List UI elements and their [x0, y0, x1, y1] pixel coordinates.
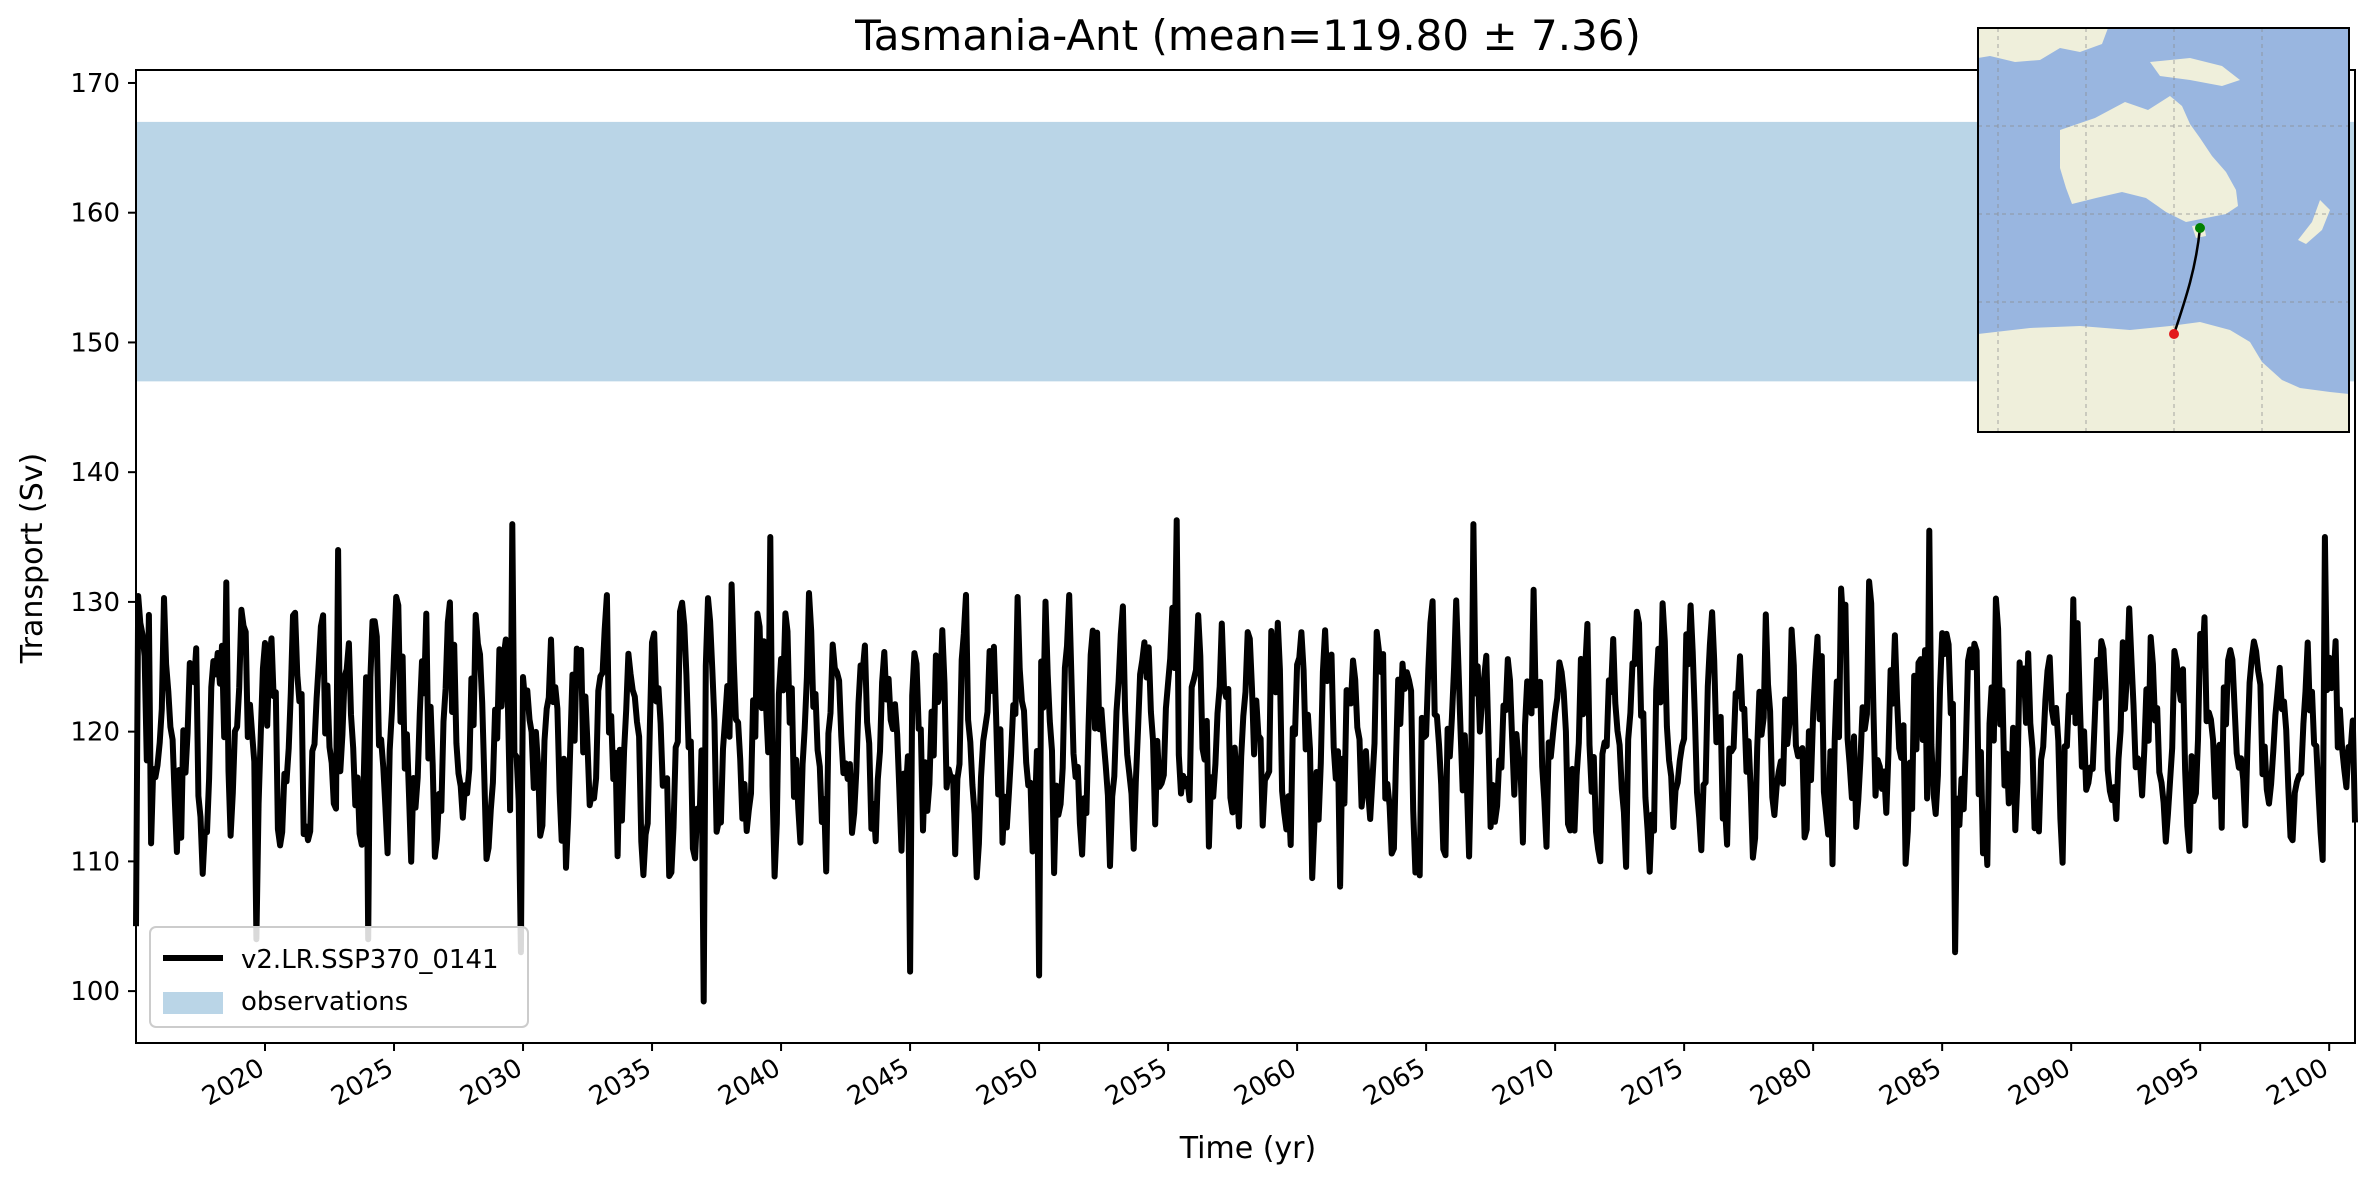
- y-axis-label: Transport (Sv): [15, 453, 50, 665]
- y-tick-label: 140: [70, 458, 120, 488]
- inset-map: [1977, 27, 2350, 433]
- x-tick-label: 2085: [1874, 1053, 1946, 1112]
- legend-label-series: v2.LR.SSP370_0141: [241, 945, 499, 975]
- x-tick-label: 2025: [326, 1053, 398, 1112]
- x-tick-label: 2070: [1487, 1053, 1559, 1112]
- legend: v2.LR.SSP370_0141 observations: [149, 926, 529, 1028]
- y-tick-label: 120: [70, 718, 120, 748]
- x-tick-label: 2020: [197, 1053, 269, 1112]
- map-transect-line: [2172, 227, 2202, 335]
- x-tick-label: 2030: [455, 1053, 527, 1112]
- x-tick-label: 2065: [1358, 1053, 1430, 1112]
- legend-label-observations: observations: [241, 987, 408, 1017]
- map-start-marker: [2195, 223, 2205, 233]
- x-tick-label: 2090: [2003, 1053, 2075, 1112]
- x-tick-label: 2100: [2261, 1053, 2333, 1112]
- transport-series-line: [133, 517, 2358, 1005]
- x-tick-label: 2075: [1616, 1053, 1688, 1112]
- legend-box: [149, 926, 529, 1028]
- x-tick-label: 2045: [842, 1053, 914, 1112]
- x-tick-label: 2060: [1229, 1053, 1301, 1112]
- y-tick-label: 130: [70, 588, 120, 618]
- map-land-australia: [2060, 96, 2238, 222]
- map-end-marker: [2169, 329, 2179, 339]
- axes-frame: [135, 69, 2356, 1044]
- chart-title: Tasmania-Ant (mean=119.80 ± 7.36): [854, 11, 1641, 60]
- x-tick-label: 2050: [971, 1053, 1043, 1112]
- x-tick-label: 2040: [713, 1053, 785, 1112]
- x-tick-label: 2095: [2132, 1053, 2204, 1112]
- map-gridlines: [1978, 28, 2349, 432]
- x-axis-label: Time (yr): [1179, 1131, 1316, 1166]
- map-land-new-guinea: [2150, 58, 2240, 86]
- y-tick-label: 150: [70, 328, 120, 358]
- y-tick-label: 170: [70, 69, 120, 99]
- y-tick-label: 110: [70, 847, 120, 877]
- map-land-new-zealand: [2298, 200, 2330, 244]
- x-tick-label: 2080: [1745, 1053, 1817, 1112]
- y-tick-label: 160: [70, 199, 120, 229]
- legend-patch-swatch: [163, 992, 223, 1014]
- map-frame: [1977, 27, 2350, 433]
- y-tick-label: 100: [70, 977, 120, 1007]
- map-land-antarctica: [1978, 322, 2349, 432]
- x-tick-label: 2055: [1100, 1053, 1172, 1112]
- x-tick-label: 2035: [584, 1053, 656, 1112]
- map-land-maritime-se-asia: [1978, 28, 2108, 62]
